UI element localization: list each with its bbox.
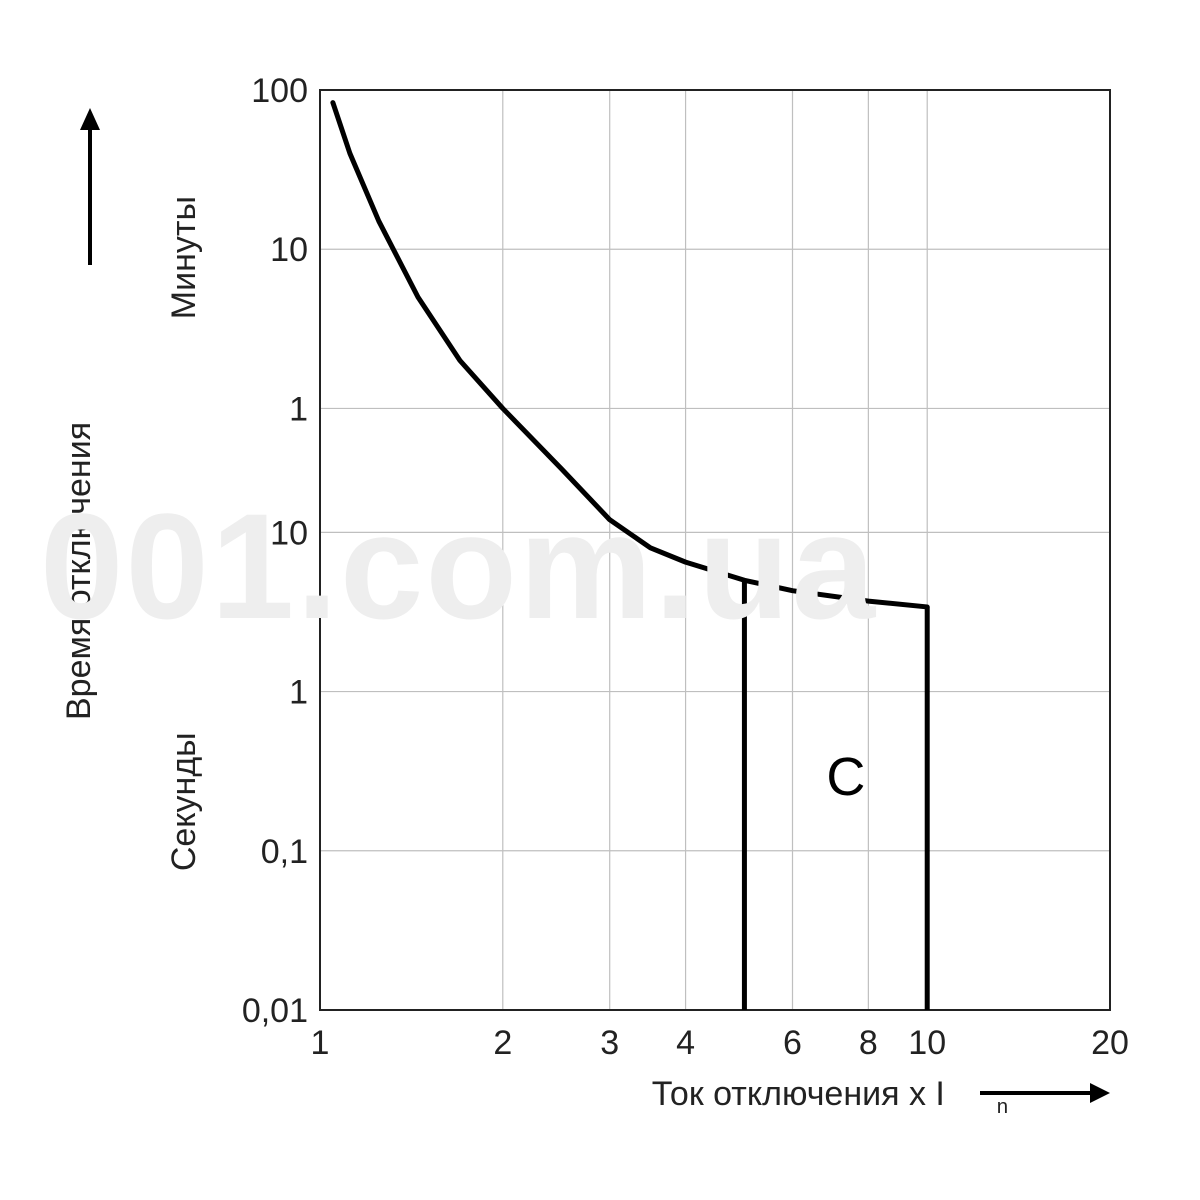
- y-tick-label: 0,01: [242, 992, 308, 1030]
- y-sublabel-seconds: Секунды: [165, 732, 203, 871]
- x-tick-label: 4: [676, 1024, 695, 1062]
- chart-svg: 1 2 3 4 6 8 10 20 0,01 0,1 1 10 1 10 100 C Ток отключени…: [0, 0, 1200, 1200]
- svg-text:Время отключения: Время отключения: [60, 422, 98, 720]
- x-tick-label: 8: [859, 1024, 878, 1062]
- x-tick-label: 2: [493, 1024, 512, 1062]
- y-tick-label: 1: [289, 390, 308, 428]
- svg-text:n: n: [997, 1096, 1008, 1118]
- x-tick-label: 6: [783, 1024, 802, 1062]
- y-sublabel-minutes: Минуты: [165, 196, 203, 319]
- y-tick-label: 10: [270, 231, 308, 269]
- x-tick-label: 10: [908, 1024, 946, 1062]
- x-tick-label: 1: [311, 1024, 330, 1062]
- y-tick-label: 0,1: [261, 833, 308, 871]
- trip-curve-chart: 001.com.ua 12346810200,010,1110110100CТо…: [0, 0, 1200, 1200]
- svg-text:Ток отключения x I: Ток отключения x I: [652, 1075, 945, 1113]
- y-tick-label: 10: [270, 514, 308, 552]
- x-tick-label: 20: [1091, 1024, 1129, 1062]
- x-tick-label: 3: [600, 1024, 619, 1062]
- y-tick-label: 100: [251, 72, 308, 110]
- y-tick-label: 1: [289, 674, 308, 712]
- region-c-label: C: [826, 747, 865, 807]
